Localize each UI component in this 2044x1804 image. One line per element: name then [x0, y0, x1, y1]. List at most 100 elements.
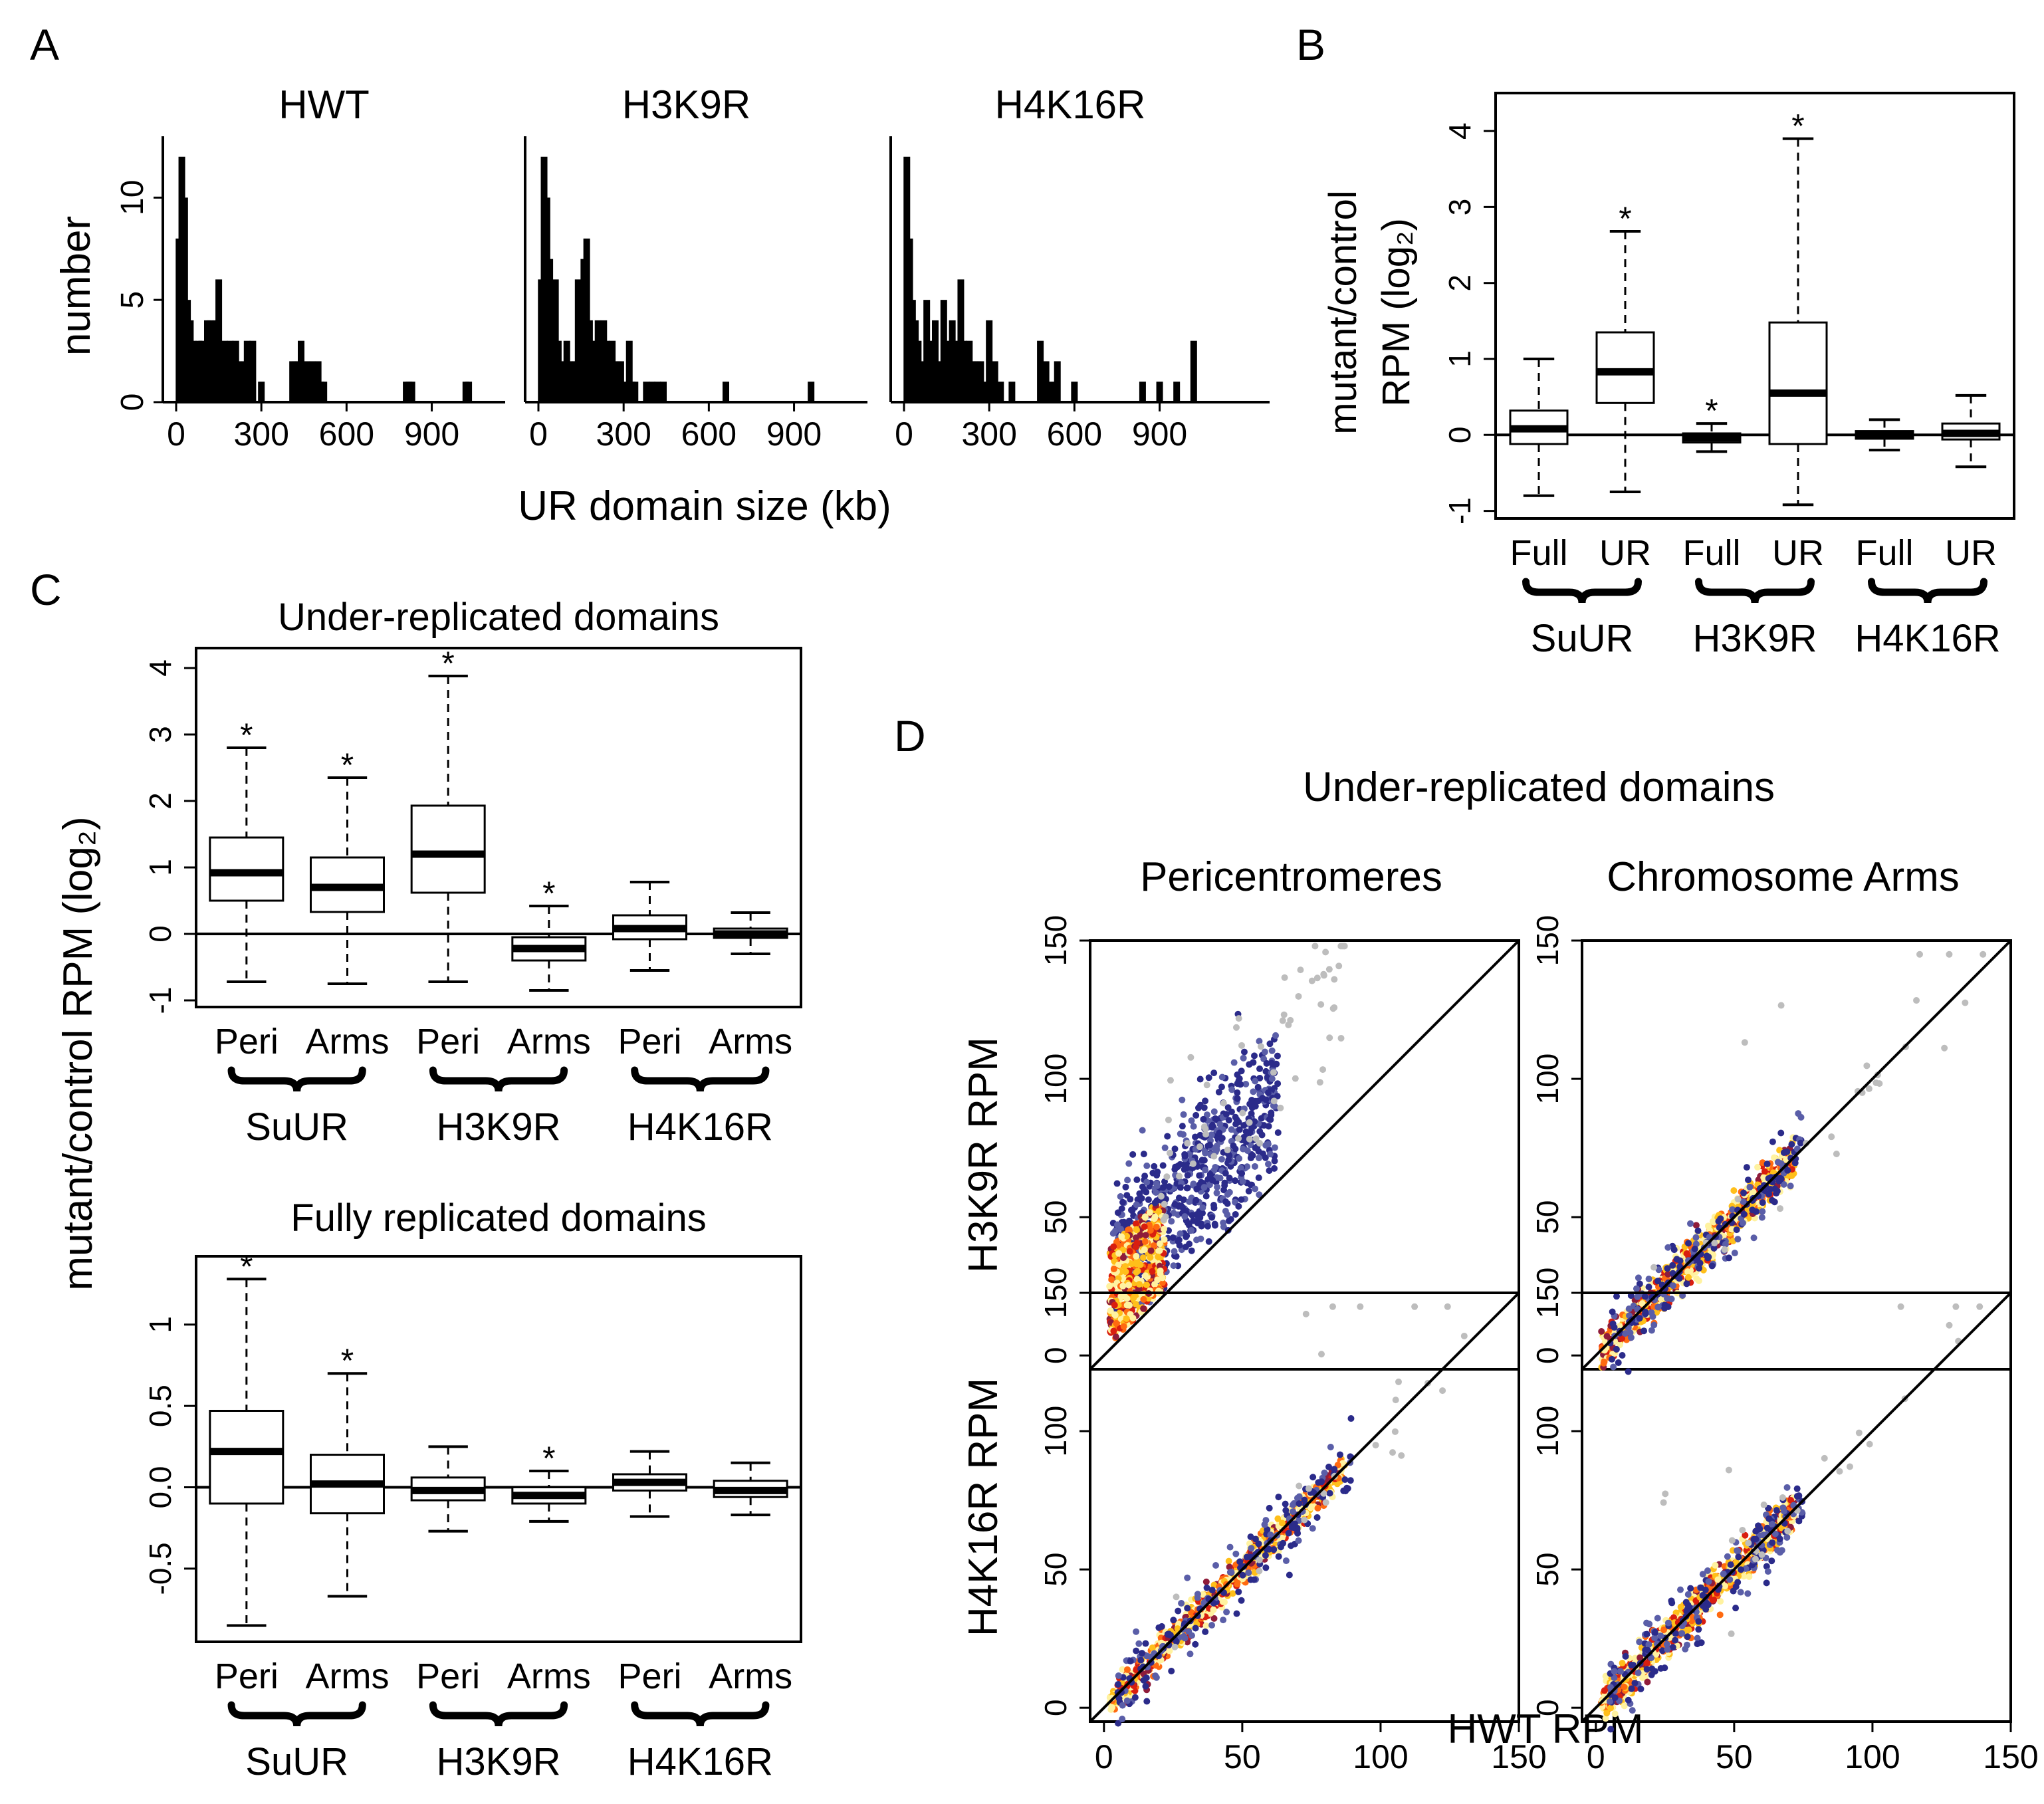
- scatter-point: [1788, 1172, 1795, 1179]
- scatter-point: [1700, 1602, 1707, 1609]
- scatter-point: [1763, 1524, 1771, 1531]
- scatter-point: [1187, 1650, 1194, 1658]
- scatter-point: [1261, 1521, 1268, 1528]
- scatter-point: [1828, 1133, 1835, 1141]
- scatter-point: [1118, 1233, 1125, 1240]
- scatter-point: [1678, 1630, 1686, 1637]
- scatter-point: [1120, 1254, 1127, 1262]
- x-tick-label: 50: [1224, 1738, 1261, 1775]
- scatter-point: [1123, 1697, 1131, 1704]
- scatter-point: [1143, 1188, 1150, 1196]
- scatter-point: [1186, 1198, 1193, 1205]
- scatter-point: [1171, 1145, 1179, 1153]
- scatter-point: [1664, 1244, 1672, 1251]
- x-tick-label: 0: [1095, 1738, 1113, 1775]
- y-tick-label: -0.5: [143, 1542, 177, 1595]
- histogram-title: H4K16R: [995, 82, 1146, 127]
- scatter-point: [1787, 1183, 1794, 1190]
- scatter-point: [1165, 1116, 1172, 1123]
- identity-line: [1089, 1292, 1520, 1723]
- scatter-point: [1229, 1590, 1236, 1597]
- y-tick-label: 0.0: [143, 1466, 177, 1509]
- scatter-point: [1730, 1187, 1738, 1194]
- y-tick-label: -1: [143, 987, 177, 1014]
- y-tick-label: 50: [1038, 1200, 1073, 1234]
- scatter-point: [1159, 1184, 1167, 1191]
- plot-frame: [195, 1255, 802, 1643]
- scatter-point: [1833, 1150, 1840, 1157]
- scatter-point: [1268, 1047, 1276, 1054]
- scatter-point: [1146, 1209, 1153, 1216]
- scatter-point: [1226, 1543, 1234, 1551]
- scatter-point: [1317, 1001, 1325, 1008]
- scatter-point: [1636, 1638, 1643, 1646]
- scatter-point: [1749, 1189, 1756, 1196]
- group-brace: [429, 1066, 568, 1092]
- scatter-point: [1740, 1210, 1748, 1218]
- scatter-point: [1115, 1261, 1122, 1268]
- group-brace: [631, 1066, 770, 1092]
- plot-frame: [195, 647, 802, 1008]
- scatter-point: [1254, 1097, 1262, 1105]
- scatter-point: [1117, 1293, 1125, 1300]
- scatter-point: [1621, 1702, 1628, 1710]
- scatter-point: [1184, 1605, 1191, 1612]
- group-brace: [1522, 578, 1642, 604]
- scatter-point: [1697, 1584, 1704, 1591]
- scatter-point: [1643, 1660, 1650, 1667]
- scatter-point: [1179, 1123, 1186, 1130]
- scatter-point: [1188, 1117, 1195, 1124]
- scatter-point: [1256, 1191, 1263, 1198]
- boxplot-box: *: [410, 645, 486, 983]
- interquartile-box: [410, 804, 486, 894]
- scatter-point: [1278, 1534, 1286, 1541]
- scatter-point: [1740, 1189, 1748, 1196]
- boxplot-box: *: [511, 875, 587, 992]
- panel-letter-a: A: [30, 20, 59, 69]
- y-tick-label: 50: [1530, 1200, 1565, 1234]
- scatter-point: [1639, 1300, 1646, 1307]
- scatter-point: [1125, 1282, 1133, 1289]
- scatter-point: [1683, 1280, 1690, 1288]
- scatter-point: [1602, 1715, 1609, 1722]
- scatter-point: [1165, 1631, 1173, 1638]
- scatter-point: [1672, 1630, 1679, 1637]
- scatter-point: [1210, 1153, 1218, 1160]
- histogram-bar: [303, 361, 310, 402]
- group-label: SuUR: [245, 1105, 348, 1149]
- scatter-point: [1262, 1564, 1270, 1571]
- scatter-point: [1609, 1320, 1617, 1327]
- scatter-point: [1114, 1221, 1121, 1228]
- scatter-point: [1769, 1539, 1776, 1546]
- scatter-point: [1731, 1250, 1738, 1257]
- x-tick-label: 0: [895, 415, 913, 453]
- scatter-point: [1277, 1543, 1284, 1551]
- scatter-point: [1192, 1640, 1199, 1648]
- scatter-point: [1765, 1515, 1773, 1522]
- scatter-point: [1290, 1500, 1298, 1507]
- scatter-point: [1141, 1173, 1149, 1180]
- boxplot-box: [612, 1450, 687, 1518]
- scatter-point: [1171, 1248, 1178, 1255]
- scatter-point: [1444, 1303, 1451, 1310]
- x-tick-label: 600: [681, 415, 737, 453]
- scatter-point: [1613, 1345, 1620, 1353]
- scatter-point: [1270, 1097, 1278, 1105]
- scatter-point: [1739, 1526, 1746, 1533]
- boxplot-box: [1509, 358, 1569, 497]
- panel-letter-b: B: [1296, 20, 1325, 69]
- scatter-point: [1622, 1652, 1629, 1660]
- scatter-point: [1156, 1247, 1163, 1254]
- scatter-point: [1155, 1208, 1163, 1215]
- scatter-point: [1687, 1220, 1694, 1227]
- scatter-point: [1664, 1646, 1671, 1653]
- histogram-bar: [980, 382, 987, 402]
- scatter-point: [1208, 1131, 1215, 1139]
- scatter-point: [1232, 1113, 1239, 1121]
- scatter-point: [1183, 1163, 1190, 1170]
- scatter-point: [1610, 1363, 1617, 1371]
- scatter-point: [1214, 1183, 1221, 1190]
